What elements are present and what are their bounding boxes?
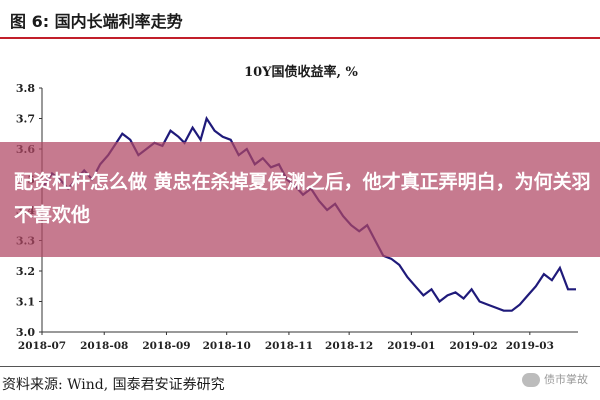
x-tick-label: 2018-08 — [80, 340, 128, 352]
x-tick-label: 2018-12 — [325, 340, 373, 352]
y-tick-label: 3.2 — [16, 265, 35, 278]
watermark: 债市掌故 — [522, 371, 588, 387]
x-tick-label: 2018-11 — [265, 340, 313, 352]
wechat-logo-icon — [522, 373, 540, 387]
x-tick-label: 2019-02 — [450, 340, 498, 352]
source-rule — [0, 366, 600, 367]
x-tick-label: 2019-01 — [387, 340, 435, 352]
x-tick-label: 2018-10 — [203, 340, 251, 352]
y-tick-label: 3.8 — [16, 82, 35, 95]
watermark-label: 债市掌故 — [544, 373, 588, 386]
y-tick-label: 3.7 — [16, 113, 35, 126]
y-tick-label: 3.1 — [16, 296, 35, 309]
x-tick-label: 2018-09 — [142, 340, 190, 352]
chart-title: 10Y国债收益率, % — [244, 64, 358, 80]
overlay-text[interactable]: 配资杠杆怎么做 黄忠在杀掉夏侯渊之后，他才真正弄明白，为何关羽不喜欢他 — [14, 171, 591, 226]
x-axis: 2018-07 2018-08 2018-09 2018-10 2018-11 2018-… — [18, 331, 578, 352]
x-tick-label: 2019-03 — [506, 340, 554, 352]
source-note: 资料来源: Wind, 国泰君安证券研究 — [2, 377, 225, 393]
x-tick-label: 2018-07 — [18, 340, 66, 352]
figure-title: 图 6: 国内长端利率走势 — [10, 12, 183, 31]
title-rule — [0, 37, 600, 39]
promo-overlay-banner[interactable]: 配资杠杆怎么做 黄忠在杀掉夏侯渊之后，他才真正弄明白，为何关羽不喜欢他 — [0, 142, 600, 257]
y-tick-label: 3.0 — [16, 326, 35, 339]
